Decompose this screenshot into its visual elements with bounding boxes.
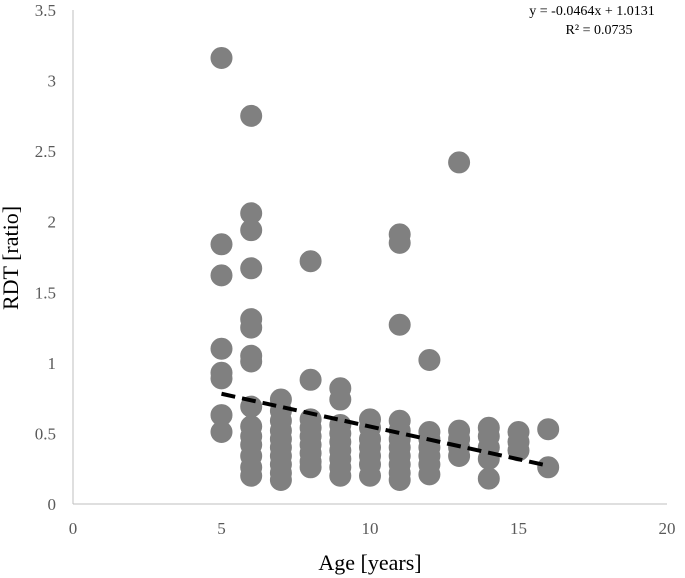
data-point	[210, 367, 233, 390]
trendline-equation: y = -0.0464x + 1.0131	[529, 4, 654, 19]
data-point	[269, 469, 292, 492]
y-tick-label: 0	[48, 495, 57, 514]
trendline-r-squared: R² = 0.0735	[566, 23, 633, 38]
data-point	[210, 421, 233, 444]
data-point	[388, 469, 411, 492]
data-point	[210, 46, 233, 69]
data-point	[329, 464, 352, 487]
data-points	[210, 46, 560, 492]
trendline	[221, 391, 549, 468]
x-tick-label: 0	[69, 519, 78, 538]
data-point	[329, 388, 352, 411]
y-tick-label: 1	[48, 354, 57, 373]
data-point	[299, 250, 322, 273]
data-point	[240, 104, 263, 127]
y-tick-label: 2.5	[35, 142, 56, 161]
data-point	[240, 219, 263, 242]
data-point	[418, 349, 441, 372]
y-axis-ticks: 0 0.5 1 1.5 2 2.5 3 3.5	[35, 1, 56, 514]
data-point	[448, 445, 471, 468]
data-point	[418, 463, 441, 486]
data-point	[240, 350, 263, 373]
data-point	[299, 368, 322, 391]
data-point	[477, 467, 500, 490]
data-point	[240, 316, 263, 339]
data-point	[448, 151, 471, 174]
y-tick-label: 3.5	[35, 1, 56, 20]
data-point	[299, 456, 322, 479]
y-tick-label: 3	[48, 72, 57, 91]
x-tick-label: 15	[510, 519, 527, 538]
data-point	[210, 264, 233, 287]
x-tick-label: 5	[217, 519, 226, 538]
data-point	[537, 418, 560, 441]
y-tick-label: 0.5	[35, 424, 56, 443]
x-tick-label: 10	[362, 519, 379, 538]
data-point	[210, 337, 233, 360]
y-tick-label: 1.5	[35, 283, 56, 302]
x-tick-label: 20	[659, 519, 676, 538]
data-point	[240, 464, 263, 487]
data-point	[388, 313, 411, 336]
y-axis-title: RDT [ratio]	[0, 206, 23, 310]
x-axis-title: Age [years]	[318, 550, 421, 575]
data-point	[388, 231, 411, 254]
data-point	[359, 464, 381, 487]
y-tick-label: 2	[48, 213, 57, 232]
x-axis-ticks: 0 5 10 15 20	[69, 519, 676, 538]
data-point	[210, 233, 233, 256]
data-point	[537, 456, 560, 479]
data-point	[240, 257, 263, 280]
